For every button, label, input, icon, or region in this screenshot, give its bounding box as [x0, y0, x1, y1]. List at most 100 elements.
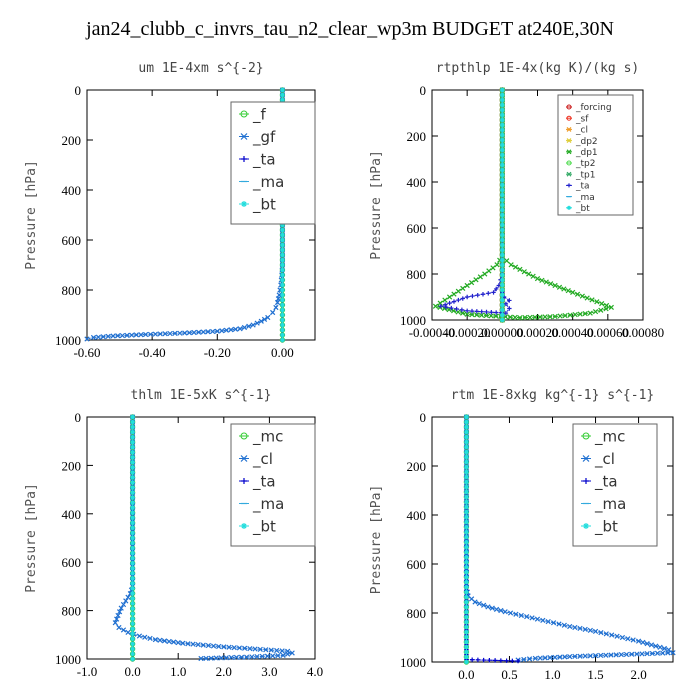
data-point	[130, 434, 135, 440]
data-point	[661, 645, 668, 652]
data-point	[196, 329, 202, 335]
data-point	[130, 495, 135, 500]
data-point	[464, 509, 469, 515]
data-point	[500, 307, 505, 313]
data-point	[493, 310, 499, 315]
data-point	[130, 450, 135, 455]
y-tick-label: 1000	[400, 655, 426, 670]
data-point	[660, 650, 666, 656]
data-point	[567, 312, 573, 318]
data-point	[486, 268, 492, 274]
data-point	[280, 267, 285, 273]
data-point	[130, 465, 135, 470]
data-point	[130, 515, 135, 521]
data-point	[289, 650, 295, 656]
data-point	[507, 298, 512, 303]
legend-marker	[566, 149, 572, 155]
data-point	[500, 312, 505, 318]
data-point	[130, 419, 135, 425]
data-point	[464, 654, 469, 660]
legend-entry: _cl	[594, 450, 615, 469]
data-point	[270, 653, 276, 659]
data-point	[130, 480, 135, 485]
data-point	[129, 332, 135, 338]
data-point	[231, 644, 237, 651]
data-point	[115, 333, 121, 339]
legend-marker	[583, 523, 589, 529]
data-point	[186, 330, 192, 336]
data-point	[280, 292, 285, 298]
data-point	[532, 314, 538, 320]
data-point	[125, 629, 131, 636]
data-point	[252, 646, 258, 652]
legend-entry: _dp2	[575, 137, 598, 147]
data-point	[464, 311, 470, 317]
data-point	[468, 280, 475, 286]
data-point	[280, 262, 285, 268]
data-point	[613, 652, 619, 658]
data-point	[665, 650, 671, 656]
legend-marker	[240, 133, 248, 140]
data-point	[464, 434, 469, 440]
data-point	[242, 645, 248, 651]
panel-title: rtpthlp 1E-4x(kg K)/(kg s)	[436, 61, 640, 76]
data-point	[130, 510, 135, 515]
data-point	[489, 310, 494, 315]
data-point	[130, 535, 135, 541]
legend: _forcing_sf _cl_dp2_dp1_tp2_tp1 _ta_ma_bt	[557, 94, 634, 216]
data-point	[500, 142, 505, 148]
data-point	[542, 314, 548, 320]
data-point	[502, 609, 508, 615]
data-point	[572, 624, 578, 631]
data-point	[214, 328, 220, 334]
data-point	[464, 629, 469, 635]
data-point	[534, 275, 541, 282]
data-point	[584, 295, 590, 301]
y-tick-label: 600	[407, 221, 427, 236]
data-point	[577, 653, 583, 659]
legend-marker	[566, 171, 572, 177]
data-point	[280, 227, 285, 233]
data-point	[464, 308, 470, 313]
data-point	[644, 641, 650, 647]
data-point	[464, 424, 469, 430]
data-point	[521, 656, 527, 663]
data-point	[483, 312, 489, 319]
data-point	[500, 212, 505, 218]
data-point	[623, 651, 630, 658]
data-point	[464, 414, 469, 420]
data-point	[280, 232, 285, 238]
legend-marker	[566, 160, 572, 166]
x-tick-label: 0.00060	[587, 325, 629, 340]
x-tick-label: -0.60	[73, 345, 100, 360]
data-point	[205, 642, 212, 649]
data-point	[274, 299, 281, 306]
data-point	[472, 599, 478, 605]
legend-entry: _forcing	[575, 103, 612, 113]
data-point	[464, 639, 469, 645]
data-point	[464, 444, 469, 450]
data-point	[130, 631, 135, 636]
y-tick-label: 1000	[400, 313, 426, 328]
data-point	[147, 331, 154, 337]
data-point	[494, 262, 500, 268]
data-point	[175, 640, 181, 646]
data-point	[270, 309, 276, 316]
panel-title: rtm 1E-8xkg kg^{-1} s^{-1}	[451, 388, 655, 403]
data-point	[594, 299, 600, 305]
data-point	[464, 599, 469, 605]
data-point	[162, 331, 168, 337]
legend-marker	[240, 110, 248, 118]
data-point	[130, 455, 135, 460]
y-tick-label: 600	[407, 557, 427, 572]
page-title: jan24_clubb_c_invrs_tau_n2_clear_wp3m BU…	[86, 18, 614, 40]
data-point	[119, 332, 125, 339]
data-point	[437, 300, 443, 306]
data-point	[249, 654, 255, 660]
data-point	[603, 631, 609, 637]
data-point	[500, 292, 505, 298]
data-point	[539, 277, 545, 283]
data-point	[246, 323, 252, 329]
data-point	[280, 322, 285, 328]
data-point	[649, 650, 655, 657]
